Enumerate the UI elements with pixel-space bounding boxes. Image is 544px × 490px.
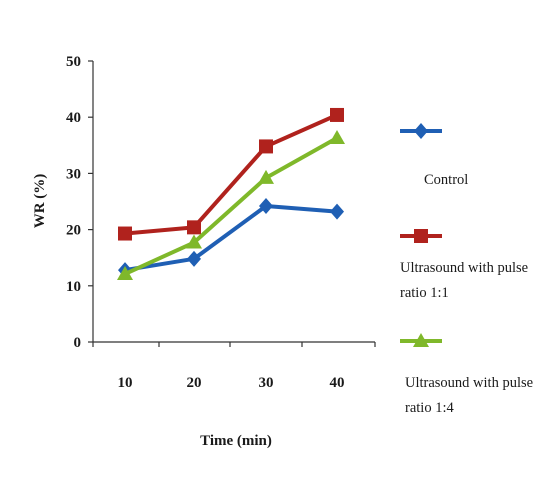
data-point: [186, 234, 202, 249]
x-tick-label: 40: [330, 375, 345, 391]
legend-swatch-marker: [414, 123, 428, 139]
y-tick-label: 20: [66, 223, 81, 239]
x-tick-label: 30: [259, 375, 274, 391]
y-tick-label: 40: [66, 110, 81, 126]
legend-label: Ultrasound with pulse: [405, 375, 533, 391]
legend-swatch-marker: [413, 333, 429, 347]
y-tick-label: 0: [74, 335, 82, 351]
data-point: [329, 129, 345, 144]
data-point: [259, 197, 273, 214]
legend-item: Ultrasound with pulse ratio 1:1: [400, 229, 528, 301]
data-point: [258, 169, 274, 184]
series-2: [117, 129, 345, 280]
legend-item: Control: [400, 123, 468, 188]
series-0: [118, 197, 344, 279]
data-point: [187, 250, 201, 267]
y-axis-title: WR (%): [32, 174, 48, 229]
legend-label: ratio 1:4: [405, 400, 454, 416]
legend-label: ratio 1:1: [400, 285, 449, 301]
data-point: [117, 265, 133, 280]
data-point: [330, 107, 344, 122]
legend-swatch-marker: [414, 229, 428, 243]
series-line: [124, 136, 338, 276]
data-point: [187, 220, 201, 235]
series-1: [118, 107, 344, 241]
legend-item: Ultrasound with pulse ratio 1:4: [400, 333, 533, 416]
legend-label: Ultrasound with pulse: [400, 260, 528, 276]
y-tick-label: 50: [66, 54, 81, 70]
x-axis-title: Time (min): [200, 433, 272, 449]
axes: 0 10 20 30 40 50 10 20 30 40: [66, 54, 376, 391]
data-point: [118, 226, 132, 241]
data-point: [259, 139, 273, 154]
x-tick-label: 20: [187, 375, 202, 391]
series-line: [124, 203, 338, 273]
legend-label: Control: [424, 172, 468, 188]
data-point: [330, 203, 344, 220]
series-line: [124, 113, 338, 236]
series-layer: [117, 107, 345, 280]
x-tick-label: 10: [118, 375, 133, 391]
y-tick-label: 30: [66, 166, 81, 182]
y-tick-label: 10: [66, 279, 81, 295]
